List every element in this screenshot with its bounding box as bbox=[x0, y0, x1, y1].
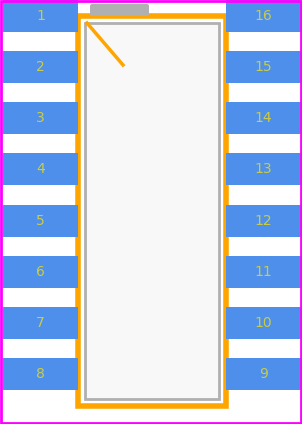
Bar bbox=[3, 307, 78, 339]
Text: 3: 3 bbox=[36, 111, 45, 125]
Bar bbox=[226, 51, 301, 83]
Bar bbox=[3, 204, 78, 237]
Bar bbox=[3, 358, 78, 390]
Text: 2: 2 bbox=[36, 60, 45, 74]
Text: 16: 16 bbox=[255, 9, 272, 23]
Text: 15: 15 bbox=[255, 60, 272, 74]
Bar bbox=[226, 307, 301, 339]
Text: 8: 8 bbox=[36, 367, 45, 381]
Bar bbox=[3, 102, 78, 134]
Text: 14: 14 bbox=[255, 111, 272, 125]
Text: 13: 13 bbox=[255, 162, 272, 176]
Text: 10: 10 bbox=[255, 316, 272, 330]
Bar bbox=[3, 51, 78, 83]
Text: 1: 1 bbox=[36, 9, 45, 23]
Text: 4: 4 bbox=[36, 162, 45, 176]
Bar bbox=[3, 0, 78, 32]
Bar bbox=[3, 153, 78, 185]
Bar bbox=[3, 256, 78, 288]
Text: 6: 6 bbox=[36, 265, 45, 279]
Bar bbox=[226, 204, 301, 237]
Text: 12: 12 bbox=[255, 214, 272, 228]
FancyBboxPatch shape bbox=[90, 4, 149, 16]
Bar bbox=[226, 0, 301, 32]
Bar bbox=[226, 256, 301, 288]
Bar bbox=[78, 16, 226, 406]
Bar bbox=[226, 358, 301, 390]
Bar bbox=[226, 102, 301, 134]
Text: 5: 5 bbox=[36, 214, 45, 228]
Text: 9: 9 bbox=[259, 367, 268, 381]
Bar bbox=[226, 153, 301, 185]
Text: 7: 7 bbox=[36, 316, 45, 330]
Bar bbox=[85, 23, 219, 399]
Text: 11: 11 bbox=[255, 265, 272, 279]
